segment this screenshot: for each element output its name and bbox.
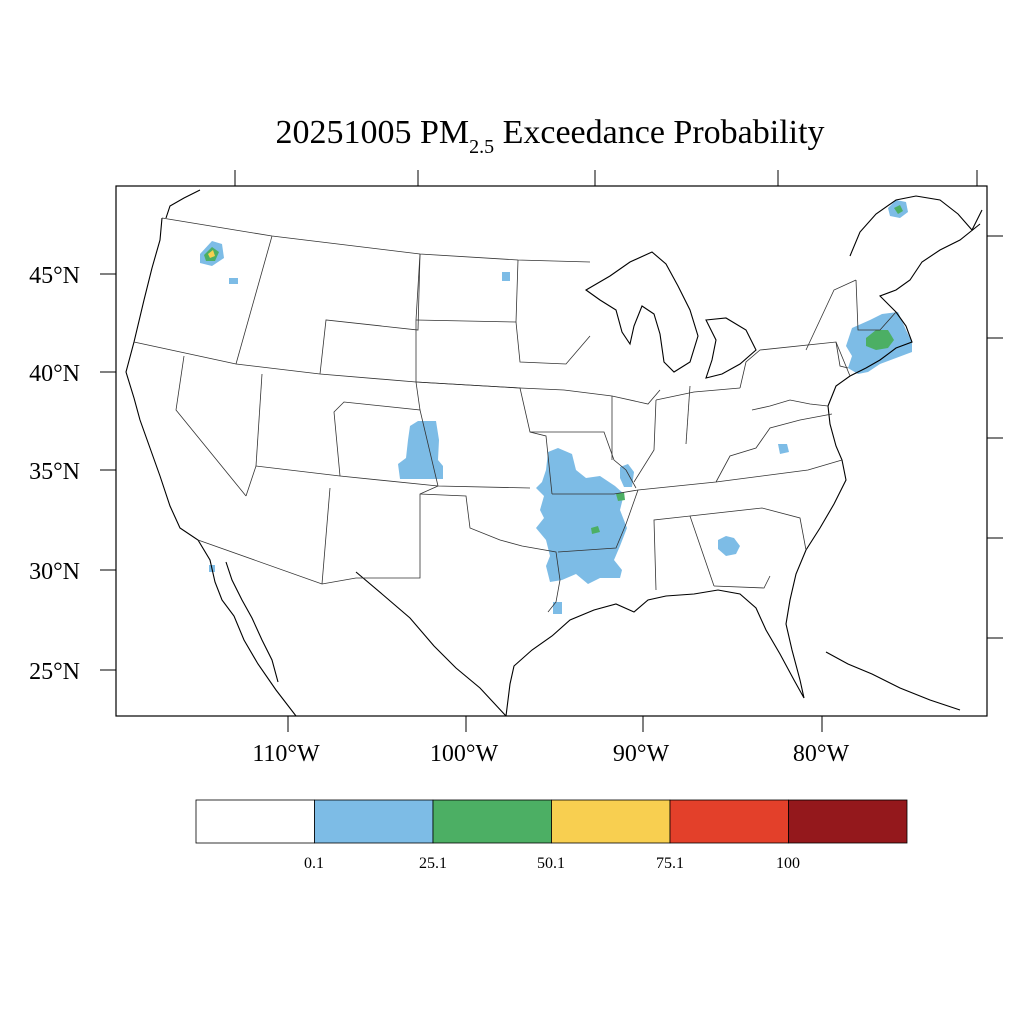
colorbar-label: 0.1: [304, 855, 324, 872]
colorbar-label: 100: [776, 855, 800, 872]
probability-region: [866, 330, 894, 350]
lat-label: 25°N: [29, 659, 80, 685]
probability-region: [208, 250, 215, 258]
map-title: 20251005 PM2.5 Exceedance Probability: [275, 114, 824, 158]
colorbar-box: [788, 799, 908, 844]
colorbar: 0.1 25.1 50.1 75.1 100: [195, 799, 908, 872]
colorbar-box: [195, 799, 315, 844]
state-boundaries: [133, 217, 897, 613]
colorbar-box: [314, 799, 434, 844]
probability-region: [620, 464, 634, 487]
axis-ticks: [100, 170, 1003, 732]
colorbar-box: [432, 799, 552, 844]
lat-label: 40°N: [29, 361, 80, 387]
probability-region: [778, 444, 789, 454]
colorbar-box: [669, 799, 789, 844]
probability-region: [398, 421, 443, 479]
map-body: [125, 189, 983, 716]
probability-region: [553, 602, 562, 614]
lon-label: 110°W: [252, 741, 320, 767]
probability-region: [502, 272, 510, 281]
probability-region: [536, 448, 627, 584]
map-frame: [115, 185, 988, 717]
colorbar-box: [551, 799, 671, 844]
lon-label: 90°W: [613, 741, 670, 767]
coastline-layer: [125, 189, 983, 716]
lat-label: 35°N: [29, 459, 80, 485]
colorbar-label: 25.1: [419, 855, 447, 872]
probability-region: [718, 536, 740, 556]
probability-region: [616, 492, 625, 501]
colorbar-label: 50.1: [537, 855, 565, 872]
lon-label: 100°W: [430, 741, 499, 767]
lat-label: 45°N: [29, 263, 80, 289]
colorbar-label: 75.1: [656, 855, 684, 872]
lon-label: 80°W: [793, 741, 850, 767]
probability-region: [591, 526, 600, 534]
probability-shading: [200, 200, 912, 614]
lat-label: 30°N: [29, 559, 80, 585]
probability-region: [894, 205, 903, 214]
probability-region: [229, 278, 238, 284]
